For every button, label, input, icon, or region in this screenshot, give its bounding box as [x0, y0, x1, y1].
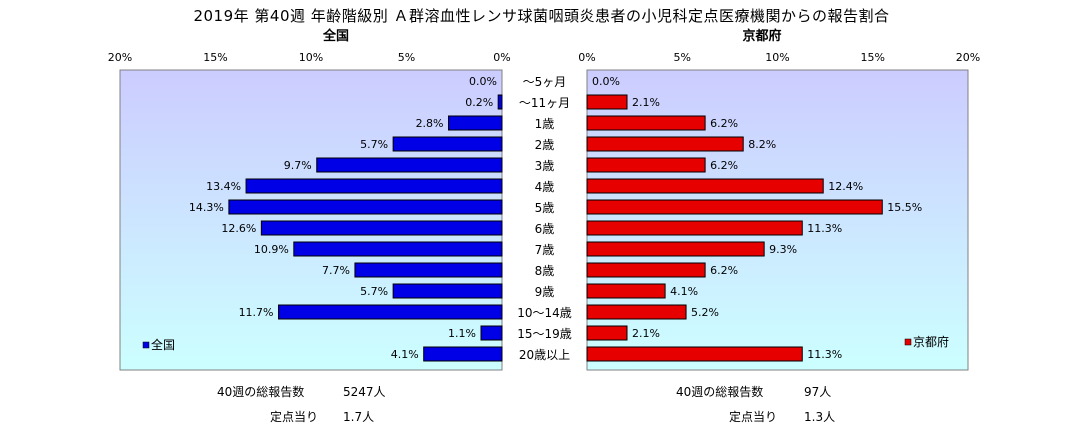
- category-label: 9歳: [535, 285, 555, 299]
- right-data-label: 2.1%: [632, 96, 660, 109]
- category-label: 1歳: [535, 117, 555, 131]
- left-bar: [497, 94, 503, 110]
- kyoto-per-site-label: 定点当り: [729, 410, 778, 424]
- category-label: 10～14歳: [517, 306, 572, 320]
- left-data-label: 11.7%: [239, 306, 274, 319]
- right-bar: [586, 178, 824, 194]
- right-data-label: 11.3%: [807, 222, 842, 235]
- right-region-label: 京都府: [742, 28, 781, 44]
- national-total-label: 40週の総報告数: [217, 385, 305, 399]
- kyoto-total-value: 97人: [804, 385, 832, 399]
- left-bar: [392, 283, 503, 299]
- left-data-label: 0.2%: [465, 96, 493, 109]
- right-data-label: 4.1%: [670, 285, 698, 298]
- right-data-label: 11.3%: [807, 348, 842, 361]
- left-bar: [245, 178, 503, 194]
- blue-square-marker-icon: [142, 341, 150, 349]
- category-label: 2歳: [535, 138, 555, 152]
- left-region-label: 全国: [322, 28, 349, 44]
- national-per-site-value: 1.7人: [343, 410, 375, 424]
- right-x-tick-label: 20%: [956, 51, 980, 64]
- left-data-label: 2.8%: [416, 117, 444, 130]
- right-data-label: 2.1%: [632, 327, 660, 340]
- right-bar: [586, 199, 883, 215]
- red-square-marker-icon: [904, 338, 912, 346]
- national-total-value: 5247人: [343, 385, 386, 399]
- right-data-label: 6.2%: [710, 117, 738, 130]
- category-label: 15～19歳: [517, 327, 572, 341]
- right-x-tick-label: 0%: [578, 51, 595, 64]
- right-data-label: 15.5%: [887, 201, 922, 214]
- right-legend-label: 京都府: [913, 334, 949, 349]
- left-data-label: 12.6%: [221, 222, 256, 235]
- right-x-tick-label: 15%: [861, 51, 885, 64]
- category-labels: ～5ヶ月 ～11ヶ月 1歳 2歳 3歳 4歳 5歳 6歳 7歳 8歳 9歳 10～14歳 15～19歳 2…: [517, 75, 572, 362]
- left-data-label: 5.7%: [360, 285, 388, 298]
- right-x-tick-label: 5%: [674, 51, 691, 64]
- national-per-site-label: 定点当り: [270, 410, 319, 424]
- left-x-tick-label: 10%: [299, 51, 323, 64]
- right-panel: 京都府 0% 5% 10% 15% 20% 0.0% 2.1% 6.2% 8.2% 6.2% 12.4…: [578, 28, 980, 371]
- right-data-label: 6.2%: [710, 264, 738, 277]
- kyoto-total-label: 40週の総報告数: [676, 385, 764, 399]
- category-label: ～5ヶ月: [523, 75, 567, 89]
- left-panel: 全国 20% 15% 10% 5% 0% 0.0% 0.2% 2.8% 5.7% 9.7% 13.4%…: [108, 28, 511, 371]
- right-bar: [586, 304, 687, 320]
- right-bar: [586, 115, 706, 131]
- left-data-label: 0.0%: [469, 75, 497, 88]
- category-label: 7歳: [535, 243, 555, 257]
- chart-title: 2019年 第40週 年齢階級別 Ａ群溶血性レンサ球菌咽頭炎患者の小児科定点医療…: [193, 7, 890, 25]
- right-x-tick-label: 10%: [765, 51, 789, 64]
- left-data-label: 5.7%: [360, 138, 388, 151]
- category-label: 3歳: [535, 159, 555, 173]
- left-data-label: 9.7%: [284, 159, 312, 172]
- left-data-label: 7.7%: [322, 264, 350, 277]
- left-bar: [293, 241, 503, 257]
- category-label: 20歳以上: [519, 348, 570, 362]
- left-x-tick-label: 15%: [203, 51, 227, 64]
- left-data-label: 1.1%: [448, 327, 476, 340]
- right-plot-area: [586, 69, 969, 371]
- right-bar: [586, 262, 706, 278]
- category-label: ～11ヶ月: [519, 96, 570, 110]
- category-label: 8歳: [535, 264, 555, 278]
- right-data-label: 5.2%: [691, 306, 719, 319]
- right-bar: [586, 241, 765, 257]
- left-data-label: 14.3%: [189, 201, 224, 214]
- right-bar: [586, 325, 628, 341]
- left-data-label: 4.1%: [391, 348, 419, 361]
- left-bar: [278, 304, 503, 320]
- left-data-label: 13.4%: [206, 180, 241, 193]
- right-bar: [586, 94, 628, 110]
- category-label: 4歳: [535, 180, 555, 194]
- right-data-label: 8.2%: [748, 138, 776, 151]
- left-plot-area: [119, 69, 503, 371]
- left-x-tick-label: 5%: [398, 51, 415, 64]
- left-bar: [448, 115, 503, 131]
- right-bar: [586, 346, 803, 362]
- left-bar: [354, 262, 503, 278]
- right-bar: [586, 283, 666, 299]
- category-label: 6歳: [535, 222, 555, 236]
- left-bar: [260, 220, 503, 236]
- left-legend-label: 全国: [151, 337, 175, 352]
- right-data-label: 12.4%: [828, 180, 863, 193]
- left-bar: [480, 325, 503, 341]
- right-bar: [586, 157, 706, 173]
- kyoto-per-site-value: 1.3人: [804, 410, 836, 424]
- right-data-label: 6.2%: [710, 159, 738, 172]
- left-bar: [392, 136, 503, 152]
- left-x-tick-label: 20%: [108, 51, 132, 64]
- left-x-tick-label: 0%: [493, 51, 510, 64]
- left-bar: [316, 157, 503, 173]
- right-data-label: 9.3%: [769, 243, 797, 256]
- category-label: 5歳: [535, 201, 555, 215]
- left-data-label: 10.9%: [254, 243, 289, 256]
- right-data-label: 0.0%: [592, 75, 620, 88]
- right-bar: [586, 220, 803, 236]
- left-bar: [228, 199, 503, 215]
- left-bar: [423, 346, 503, 362]
- right-bar: [586, 136, 744, 152]
